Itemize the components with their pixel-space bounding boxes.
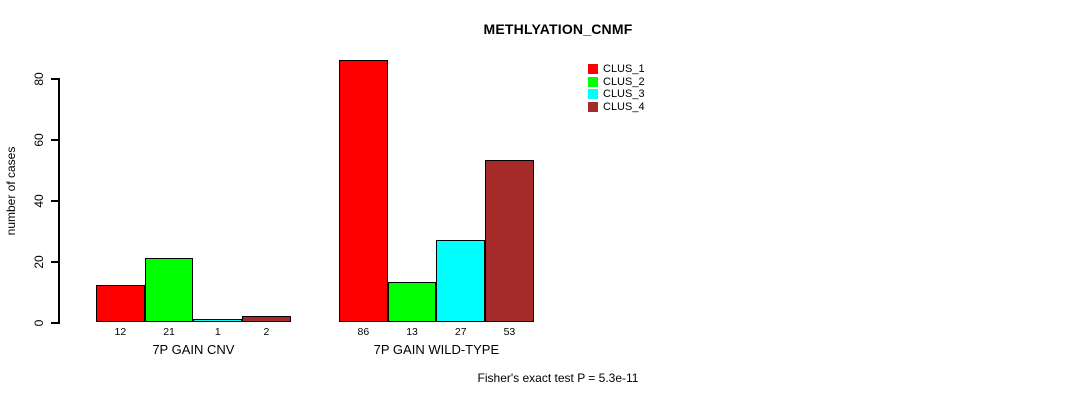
legend-swatch-clus_3 <box>588 89 598 100</box>
bar-clus_4-group2 <box>485 160 534 322</box>
chart-title: METHLYATION_CNMF <box>483 21 633 37</box>
y-axis-tick-label: 40 <box>32 194 46 208</box>
bar-value-label: 12 <box>114 326 127 338</box>
bar-clus_1-group2 <box>339 59 388 322</box>
bar-clus_3-group1 <box>193 318 243 322</box>
bar-value-label: 27 <box>454 326 467 338</box>
legend-item-clus_3: CLUS_3 <box>588 88 645 101</box>
legend: CLUS_1 CLUS_2 CLUS_3 CLUS_4 <box>588 63 645 113</box>
bar-value-label: 13 <box>406 326 418 338</box>
y-axis-tick <box>50 78 59 80</box>
legend-label: CLUS_1 <box>603 63 645 75</box>
fisher-test-annotation: Fisher's exact test P = 5.3e-11 <box>477 371 639 385</box>
legend-item-clus_2: CLUS_2 <box>588 76 645 89</box>
bar-value-label: 53 <box>503 326 516 338</box>
bar-clus_1-group1 <box>96 285 145 322</box>
category-label: 7P GAIN WILD-TYPE <box>373 342 500 357</box>
y-axis-tick <box>50 322 59 324</box>
bar-value-label: 2 <box>263 326 270 338</box>
legend-label: CLUS_3 <box>603 88 645 100</box>
y-axis-tick <box>50 139 59 141</box>
legend-swatch-clus_2 <box>588 76 598 87</box>
y-axis-tick-label: 80 <box>32 72 46 86</box>
legend-item-clus_1: CLUS_1 <box>588 63 645 76</box>
y-axis-tick-label: 60 <box>32 133 46 147</box>
bar-clus_3-group2 <box>436 239 486 322</box>
legend-label: CLUS_2 <box>603 75 645 88</box>
y-axis-tick-label: 20 <box>32 255 46 269</box>
bar-value-label: 21 <box>163 326 175 338</box>
y-axis-tick <box>50 200 59 202</box>
bar-clus_2-group2 <box>387 282 437 322</box>
legend-label: CLUS_4 <box>603 100 645 113</box>
bar-clus_2-group1 <box>144 257 194 322</box>
legend-swatch-clus_4 <box>588 101 598 112</box>
bar-value-label: 86 <box>357 326 370 338</box>
y-axis-tick <box>50 261 59 263</box>
bar-value-label: 1 <box>214 326 221 338</box>
legend-item-clus_4: CLUS_4 <box>588 101 645 114</box>
y-axis-line <box>58 78 60 324</box>
bar-clus_4-group1 <box>242 315 291 322</box>
legend-swatch-clus_1 <box>588 64 598 75</box>
y-axis-tick-label: 0 <box>32 319 46 327</box>
category-label: 7P GAIN CNV <box>152 342 235 357</box>
y-axis-label: number of cases <box>4 146 18 236</box>
